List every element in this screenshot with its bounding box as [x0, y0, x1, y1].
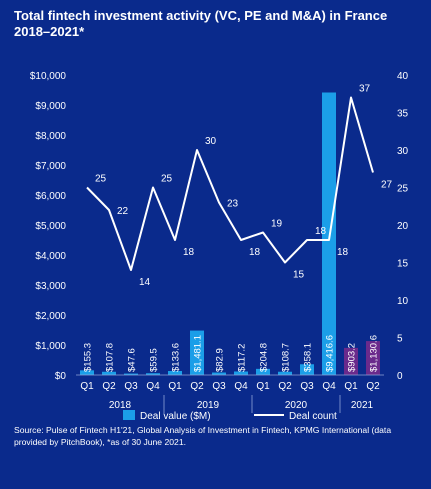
- y-right-tick-label: 25: [397, 184, 409, 195]
- line-deal-count: [86, 96, 374, 271]
- bar-value-label: $108.7: [281, 343, 292, 372]
- year-label: 2021: [351, 400, 374, 411]
- bar-value-label: $358.1: [303, 343, 314, 372]
- line-point-label: 27: [381, 180, 393, 191]
- y-left-tick-label: $9,000: [35, 101, 66, 112]
- x-tick-label: Q2: [190, 381, 204, 392]
- x-tick-label: Q3: [300, 381, 314, 392]
- x-tick-label: Q2: [102, 381, 116, 392]
- line-point-label: 18: [183, 247, 195, 258]
- bar-deal-value: [190, 330, 204, 375]
- y-right-tick-label: 20: [397, 221, 409, 232]
- bar-deal-value: [344, 347, 358, 375]
- x-tick-label: Q2: [366, 381, 380, 392]
- bar-deal-value: [234, 371, 248, 375]
- bar-deal-value: [80, 370, 94, 375]
- bar-deal-value: [278, 371, 292, 375]
- line-point-label: 23: [227, 199, 239, 210]
- line-point-label: 30: [205, 136, 217, 147]
- legend-label-bar: Deal value ($M): [140, 411, 211, 422]
- bar-value-label: $903.2: [347, 343, 358, 372]
- source-note: Source: Pulse of Fintech H1'21, Global A…: [14, 425, 392, 447]
- y-right-tick-label: 35: [397, 109, 409, 120]
- x-tick-label: Q4: [146, 381, 160, 392]
- line-point-label: 22: [117, 206, 129, 217]
- bar-deal-value: [168, 370, 182, 375]
- y-right-tick-label: 0: [397, 371, 403, 382]
- y-right-tick-label: 30: [397, 146, 409, 157]
- year-label: 2019: [197, 400, 220, 411]
- x-tick-label: Q2: [278, 381, 292, 392]
- bar-value-label: $204.8: [259, 343, 270, 372]
- x-tick-label: Q1: [168, 381, 182, 392]
- line-point-label: 25: [161, 174, 173, 185]
- y-right-tick-label: 10: [397, 296, 409, 307]
- bar-deal-value: [212, 372, 226, 375]
- y-left-tick-label: $7,000: [35, 161, 66, 172]
- bar-deal-value: [366, 341, 380, 375]
- line-point-label: 18: [337, 247, 349, 258]
- y-left-tick-label: $0: [55, 371, 67, 382]
- x-tick-label: Q4: [322, 381, 336, 392]
- bar-value-label: $82.9: [215, 348, 226, 372]
- year-label: 2018: [109, 400, 132, 411]
- bar-value-label: $133.6: [171, 343, 182, 372]
- bar-deal-value: [300, 364, 314, 375]
- y-left-tick-label: $4,000: [35, 251, 66, 262]
- line-point-label: 18: [249, 247, 261, 258]
- x-tick-label: Q4: [234, 381, 248, 392]
- y-right-tick-label: 5: [397, 334, 403, 345]
- bar-deal-value: [256, 368, 270, 375]
- line-point-label: 15: [293, 270, 305, 281]
- bar-deal-value: [102, 371, 116, 375]
- line-point-label: 19: [271, 219, 283, 230]
- x-tick-label: Q1: [80, 381, 94, 392]
- bar-value-label: $9,416.6: [325, 335, 336, 372]
- x-tick-label: Q1: [256, 381, 270, 392]
- y-left-tick-label: $3,000: [35, 281, 66, 292]
- chart-title: Total fintech investment activity (VC, P…: [14, 8, 388, 39]
- y-right-tick-label: 15: [397, 259, 409, 270]
- bar-deal-value: [124, 373, 138, 375]
- y-left-tick-label: $10,000: [30, 71, 67, 82]
- x-tick-label: Q3: [124, 381, 138, 392]
- y-left-tick-label: $6,000: [35, 191, 66, 202]
- line-point-label: 37: [359, 84, 371, 95]
- line-point-label: 14: [139, 277, 151, 288]
- y-left-tick-label: $2,000: [35, 311, 66, 322]
- bar-value-label: $47.6: [127, 348, 138, 372]
- y-left-tick-label: $5,000: [35, 221, 66, 232]
- legend-swatch-bar: [123, 410, 135, 420]
- line-point-label: 25: [95, 174, 107, 185]
- y-right-tick-label: 40: [397, 71, 409, 82]
- bar-value-label: $59.5: [149, 348, 160, 372]
- y-left-tick-label: $8,000: [35, 131, 66, 142]
- year-label: 2020: [285, 400, 308, 411]
- bar-value-label: $1,481.1: [193, 335, 204, 372]
- x-tick-label: Q3: [212, 381, 226, 392]
- bar-value-label: $117.2: [237, 344, 248, 372]
- legend-label-line: Deal count: [289, 411, 337, 422]
- y-left-tick-label: $1,000: [35, 341, 66, 352]
- bar-value-label: $155.3: [83, 343, 94, 372]
- line-point-label: 18: [315, 226, 327, 237]
- bar-deal-value: [146, 373, 160, 375]
- x-tick-label: Q1: [344, 381, 358, 392]
- bar-value-label: $107.8: [105, 343, 116, 372]
- bar-value-label: $1,130.6: [369, 335, 380, 372]
